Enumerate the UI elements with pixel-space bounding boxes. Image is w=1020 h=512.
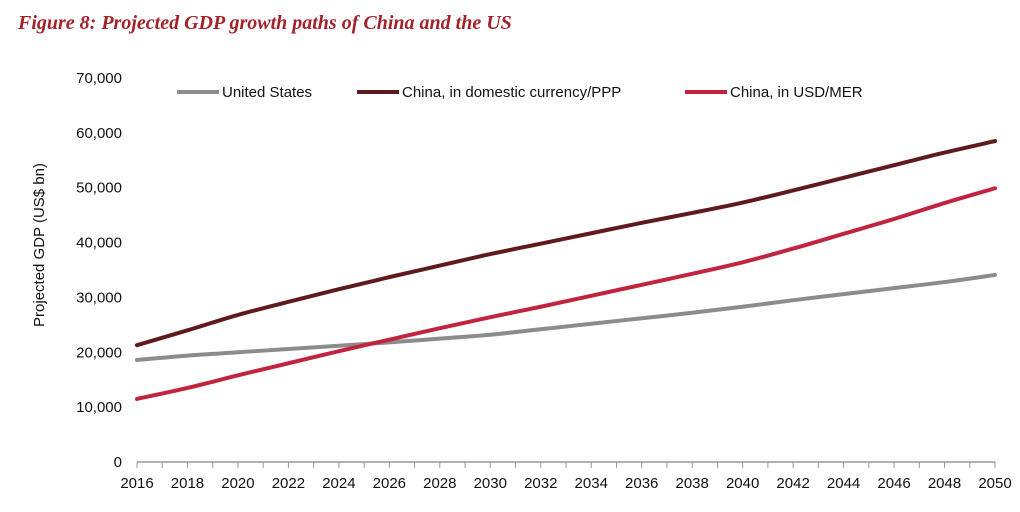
x-tick-label: 2046 — [877, 475, 910, 492]
y-tick-label: 40,000 — [76, 235, 122, 252]
x-tick-label: 2034 — [575, 475, 608, 492]
y-tick-label: 70,000 — [76, 70, 122, 87]
x-tick-label: 2048 — [928, 475, 961, 492]
x-tick-label: 2016 — [120, 475, 153, 492]
y-tick-label: 0 — [114, 454, 122, 471]
y-tick-label: 10,000 — [76, 399, 122, 416]
y-tick-label: 60,000 — [76, 125, 122, 142]
x-tick-label: 2036 — [625, 475, 658, 492]
y-tick-label: 50,000 — [76, 180, 122, 197]
x-tick-label: 2022 — [272, 475, 305, 492]
legend-label: China, in domestic currency/PPP — [402, 84, 621, 101]
x-tick-label: 2040 — [726, 475, 759, 492]
y-axis-label: Projected GDP (US$ bn) — [31, 163, 48, 327]
legend-label: China, in USD/MER — [730, 84, 863, 101]
x-tick-label: 2038 — [675, 475, 708, 492]
figure-title: Figure 8: Projected GDP growth paths of … — [18, 12, 512, 34]
x-tick-label: 2028 — [423, 475, 456, 492]
x-tick-label: 2018 — [171, 475, 204, 492]
series-line-0 — [135, 272, 997, 362]
legend-label: United States — [222, 84, 312, 101]
y-tick-label: 20,000 — [76, 344, 122, 361]
x-tick-label: 2024 — [322, 475, 355, 492]
series-line-1 — [135, 139, 997, 348]
x-tick-label: 2020 — [221, 475, 254, 492]
x-tick-label: 2030 — [474, 475, 507, 492]
x-tick-label: 2042 — [776, 475, 809, 492]
series-line-2 — [135, 186, 997, 401]
x-tick-label: 2044 — [827, 475, 860, 492]
x-tick-label: 2050 — [978, 475, 1011, 492]
x-tick-label: 2032 — [524, 475, 557, 492]
x-tick-label: 2026 — [373, 475, 406, 492]
y-tick-label: 30,000 — [76, 289, 122, 306]
